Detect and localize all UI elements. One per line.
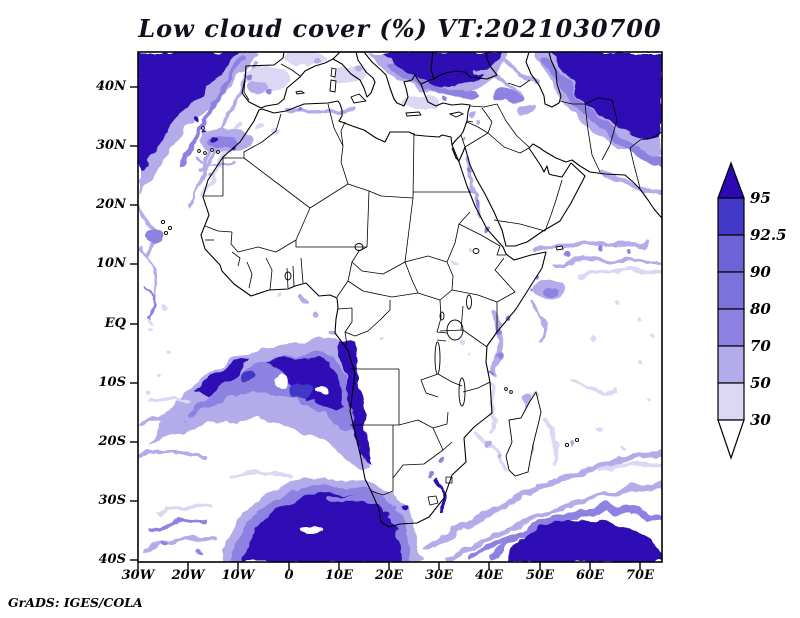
x-axis-label: 40E (475, 568, 503, 583)
y-axis-ticks (130, 86, 138, 561)
colorbar-arrow-bottom (717, 419, 745, 460)
x-axis-label: 10W (221, 568, 255, 583)
africa-coastline (200, 100, 547, 528)
colorbar-segment (717, 197, 745, 236)
colorbar-label: 50 (750, 374, 771, 392)
colorbar-label: 90 (750, 263, 771, 281)
x-axis-label: 30E (425, 568, 453, 583)
y-axis-label: 10N (96, 256, 126, 271)
y-axis-label: 40N (96, 79, 126, 94)
colorbar-label: 95 (750, 189, 771, 207)
x-axis-ticks (137, 562, 641, 570)
colorbar-segment (717, 382, 745, 421)
colorbar-label: 30 (750, 411, 771, 429)
colorbar-label: 70 (750, 337, 771, 355)
x-axis-label: 30W (121, 568, 155, 583)
map-frame (130, 51, 663, 570)
x-axis-label: 20E (375, 568, 403, 583)
islands (160, 67, 580, 477)
x-axis-label: 60E (576, 568, 604, 583)
colorbar-arrow-top (717, 161, 745, 199)
y-axis-label: 30N (96, 138, 126, 153)
colorbar-label: 80 (750, 300, 771, 318)
x-axis-label: 0 (284, 568, 294, 583)
cloud-shading-layer (138, 52, 662, 562)
colorbar-segment (717, 308, 745, 347)
colorbar-segment (717, 345, 745, 384)
grads-attribution: GrADS: IGES/COLA (8, 595, 143, 610)
colorbar (717, 161, 745, 460)
y-axis-label: 40S (98, 552, 126, 567)
colorbar-label: 92.5 (750, 226, 787, 244)
y-axis-label: 20S (98, 434, 126, 449)
x-axis-label: 10E (325, 568, 353, 583)
geography-layer (160, 52, 662, 528)
y-axis-label: 30S (98, 493, 126, 508)
x-axis-label: 70E (626, 568, 654, 583)
country-borders (203, 63, 662, 506)
colorbar-segment (717, 234, 745, 273)
plot-title: Low cloud cover (%) VT:2021030700 (138, 14, 662, 43)
europe-asia-coastline (241, 52, 662, 247)
y-axis-label: EQ (104, 316, 126, 331)
x-axis-label: 50E (526, 568, 554, 583)
y-axis-label: 20N (96, 197, 126, 212)
x-axis-label: 20W (171, 568, 205, 583)
colorbar-segment (717, 271, 745, 310)
y-axis-label: 10S (98, 375, 126, 390)
